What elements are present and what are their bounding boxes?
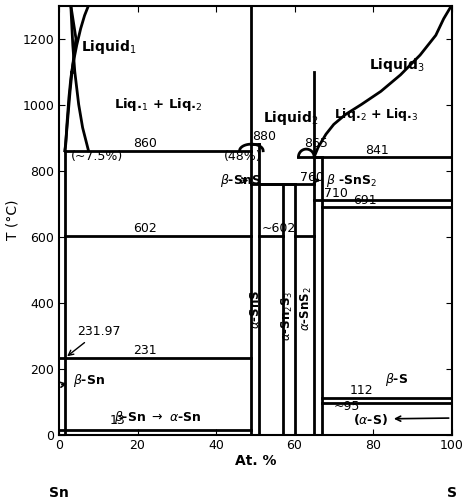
Text: Liq.$_1$ + Liq.$_2$: Liq.$_1$ + Liq.$_2$ — [114, 96, 203, 113]
Text: 760: 760 — [301, 171, 324, 184]
Text: Sn: Sn — [49, 486, 69, 500]
Text: 13: 13 — [110, 414, 126, 428]
Text: 602: 602 — [134, 222, 157, 235]
Text: (48%): (48%) — [224, 150, 262, 163]
Text: 710: 710 — [324, 187, 348, 200]
Text: $\beta$ -SnS$_2$: $\beta$ -SnS$_2$ — [313, 172, 377, 189]
Text: 231.97: 231.97 — [68, 325, 120, 356]
Text: 880: 880 — [252, 130, 277, 143]
Text: $\alpha$-Sn$_2$S$_3$: $\alpha$-Sn$_2$S$_3$ — [280, 290, 295, 341]
Text: $\beta$-Sn $\rightarrow$ $\alpha$-Sn: $\beta$-Sn $\rightarrow$ $\alpha$-Sn — [114, 408, 202, 426]
Text: ~95: ~95 — [334, 400, 360, 413]
Text: Liquid$_2$: Liquid$_2$ — [263, 109, 318, 127]
Text: ~602: ~602 — [261, 222, 295, 235]
Y-axis label: T (°C): T (°C) — [6, 200, 20, 240]
Text: Liquid$_3$: Liquid$_3$ — [369, 56, 425, 74]
Text: $\alpha$-SnS: $\alpha$-SnS — [249, 290, 262, 329]
Text: 231: 231 — [134, 344, 157, 358]
Text: ($\alpha$-S): ($\alpha$-S) — [354, 412, 449, 426]
Text: (~7.5%): (~7.5%) — [71, 150, 123, 163]
Text: 691: 691 — [354, 194, 377, 207]
Text: 860: 860 — [134, 137, 157, 150]
Text: 112: 112 — [349, 384, 373, 396]
Text: $\beta$-Sn: $\beta$-Sn — [60, 372, 105, 388]
Text: Liq.$_2$ + Liq.$_3$: Liq.$_2$ + Liq.$_3$ — [334, 106, 418, 123]
Text: $\beta$-SnS: $\beta$-SnS — [220, 172, 261, 189]
Text: $\beta$-S: $\beta$-S — [385, 372, 408, 388]
Text: $\alpha$-SnS$_2$: $\alpha$-SnS$_2$ — [299, 287, 314, 332]
X-axis label: At. %: At. % — [234, 454, 276, 468]
Text: Liquid$_1$: Liquid$_1$ — [81, 38, 136, 56]
Text: 865: 865 — [304, 138, 328, 150]
Text: 841: 841 — [365, 144, 389, 156]
Text: S: S — [446, 486, 456, 500]
